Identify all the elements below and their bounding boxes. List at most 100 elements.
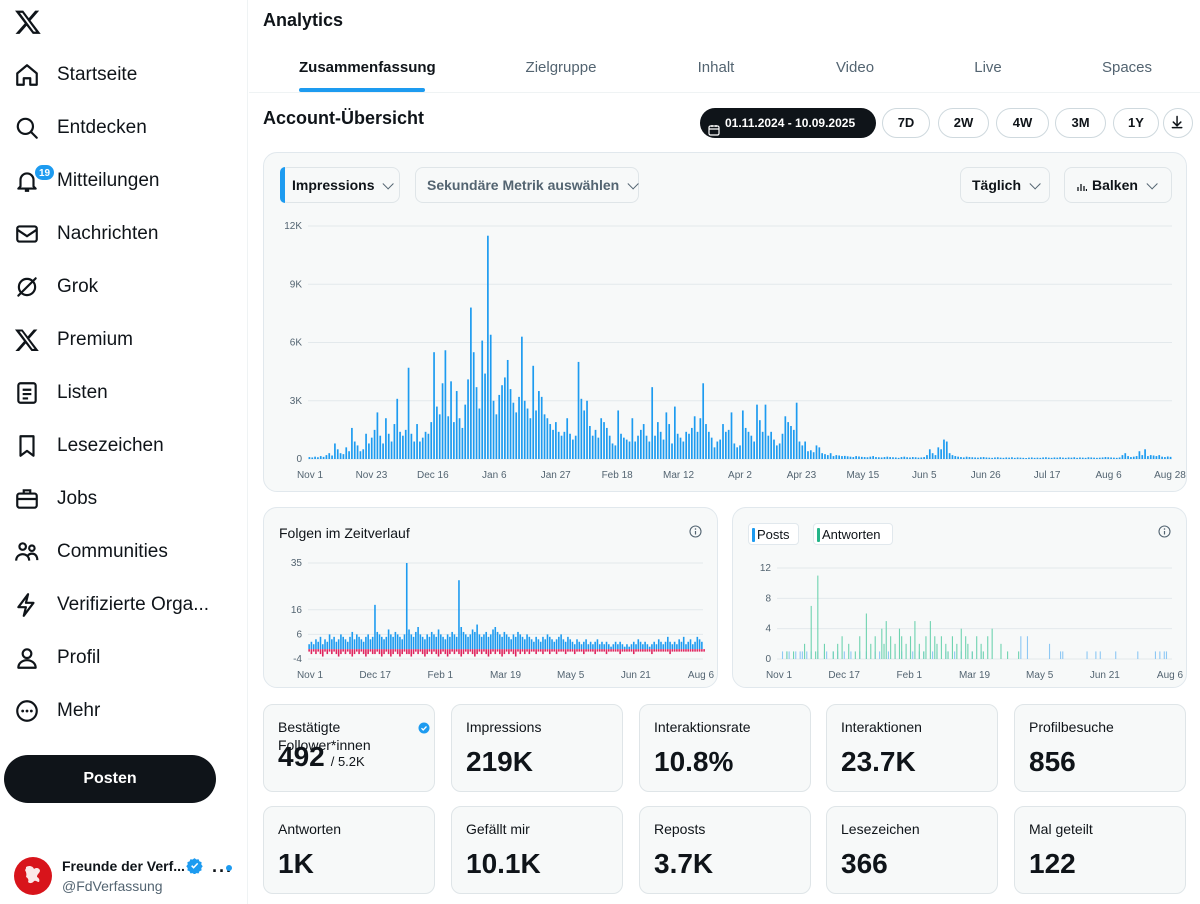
chart-bar[interactable] (331, 455, 333, 459)
chart-bar[interactable] (462, 649, 465, 655)
sidebar-item-bookmarks[interactable]: Lesezeichen (0, 424, 240, 468)
chart-bar[interactable] (467, 649, 469, 655)
chart-bar[interactable] (923, 651, 925, 659)
chart-bar[interactable] (460, 649, 463, 657)
chart-bar[interactable] (317, 457, 319, 459)
chart-bar[interactable] (722, 424, 724, 459)
chart-bar[interactable] (560, 634, 562, 650)
chart-bar[interactable] (328, 634, 331, 650)
chart-bar[interactable] (655, 649, 658, 652)
chart-bar[interactable] (583, 641, 585, 650)
chart-bar[interactable] (405, 563, 408, 650)
chart-bar[interactable] (464, 649, 467, 652)
chart-bar[interactable] (496, 649, 499, 652)
chart-bar[interactable] (637, 649, 640, 652)
chart-bar[interactable] (603, 644, 606, 650)
chart-bar[interactable] (1130, 457, 1132, 459)
chart-bar[interactable] (701, 649, 703, 652)
chart-bar[interactable] (383, 649, 385, 655)
chart-bar[interactable] (592, 644, 594, 650)
stat-verified-followers[interactable]: Bestätigte Follower*innen 492 / 5.2K (263, 704, 435, 792)
chart-bar[interactable] (974, 457, 976, 459)
chart-bar[interactable] (538, 391, 540, 459)
chart-bar[interactable] (854, 651, 856, 659)
chart-bar[interactable] (378, 649, 381, 655)
chart-bar[interactable] (945, 643, 947, 659)
chart-bar[interactable] (526, 408, 529, 459)
chart-bar[interactable] (517, 631, 519, 650)
chart-bar[interactable] (494, 627, 497, 650)
chart-bar[interactable] (349, 636, 351, 650)
chart-bar[interactable] (360, 649, 363, 652)
chart-bar[interactable] (886, 456, 889, 459)
range-7d-button[interactable]: 7D (882, 108, 930, 138)
chart-bar[interactable] (809, 450, 812, 459)
chart-bar[interactable] (628, 646, 631, 650)
chart-bar[interactable] (976, 636, 978, 659)
chart-bar[interactable] (369, 639, 372, 650)
chart-bar[interactable] (576, 649, 578, 652)
chart-bar[interactable] (901, 636, 903, 659)
chart-bar[interactable] (535, 636, 537, 650)
chart-bar[interactable] (799, 651, 801, 659)
chart-bar[interactable] (410, 634, 413, 650)
chart-bar[interactable] (417, 649, 419, 655)
sidebar-item-explore[interactable]: Entdecken (0, 106, 240, 150)
chart-bar[interactable] (1141, 455, 1144, 459)
chart-bar[interactable] (362, 649, 365, 655)
chart-bar[interactable] (912, 651, 914, 659)
chart-bar[interactable] (644, 649, 646, 652)
chart-bar[interactable] (630, 644, 633, 650)
chart-bar[interactable] (1138, 451, 1141, 459)
chart-bar[interactable] (897, 457, 900, 459)
chart-bar[interactable] (1135, 456, 1138, 459)
chart-bar[interactable] (512, 402, 515, 459)
chart-bar[interactable] (730, 412, 733, 459)
chart-bar[interactable] (801, 651, 803, 659)
chart-bar[interactable] (662, 649, 665, 652)
chart-bar[interactable] (393, 424, 396, 459)
chart-bar[interactable] (453, 649, 456, 655)
chart-bar[interactable] (321, 644, 324, 650)
chart-bar[interactable] (589, 641, 592, 650)
chart-bar[interactable] (451, 649, 453, 652)
chart-bar[interactable] (778, 443, 781, 459)
chart-bar[interactable] (792, 429, 795, 459)
chart-bar[interactable] (954, 651, 956, 659)
chart-bar[interactable] (694, 641, 696, 650)
chart-bar[interactable] (557, 431, 560, 459)
chart-bar[interactable] (387, 629, 390, 650)
chart-bar[interactable] (564, 641, 567, 650)
chart-bar[interactable] (524, 649, 526, 655)
chart-bar[interactable] (345, 447, 348, 459)
chart-bar[interactable] (634, 441, 637, 459)
stat-engagements[interactable]: Interaktionen 23.7K (826, 704, 998, 792)
chart-bar[interactable] (594, 641, 596, 650)
chart-bar[interactable] (792, 651, 795, 659)
chart-bar[interactable] (991, 457, 993, 459)
chart-bar[interactable] (322, 456, 325, 459)
chart-bar[interactable] (382, 443, 384, 459)
chart-bar[interactable] (1039, 457, 1042, 459)
chart-bar[interactable] (537, 649, 540, 652)
chart-bar[interactable] (795, 402, 798, 459)
chart-bar[interactable] (971, 651, 973, 659)
chart-bar[interactable] (337, 649, 340, 657)
legend-replies[interactable]: Antworten (813, 523, 893, 545)
chart-bar[interactable] (499, 649, 501, 655)
chart-bar[interactable] (358, 649, 360, 655)
chart-bar[interactable] (815, 445, 818, 459)
chart-bar[interactable] (733, 443, 736, 459)
chart-bar[interactable] (469, 649, 472, 652)
chart-bar[interactable] (492, 649, 494, 652)
chart-bar[interactable] (376, 631, 379, 650)
chart-bar[interactable] (365, 433, 367, 459)
chart-bar[interactable] (934, 636, 936, 659)
chart-bar[interactable] (560, 435, 563, 459)
chart-bar[interactable] (365, 649, 367, 657)
chart-bar[interactable] (470, 307, 472, 459)
chart-bar[interactable] (401, 649, 404, 655)
chart-bar[interactable] (362, 449, 365, 459)
chart-bar[interactable] (860, 456, 863, 459)
chart-bar[interactable] (1018, 651, 1020, 659)
